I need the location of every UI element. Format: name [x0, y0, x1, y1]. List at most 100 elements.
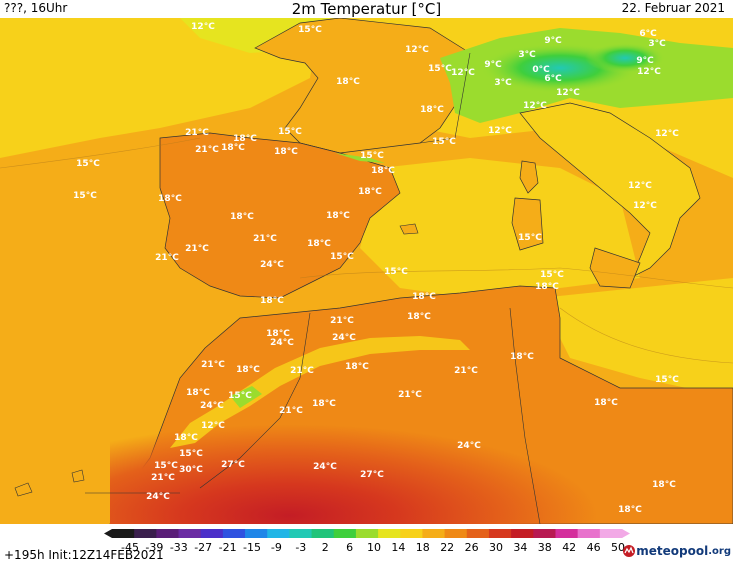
- temperature-label: 21°C: [398, 390, 422, 400]
- legend-swatch: [511, 529, 534, 538]
- meteopool-logo[interactable]: meteopool .org: [622, 544, 731, 558]
- temperature-label: 18°C: [221, 143, 245, 153]
- temperature-label: 12°C: [633, 201, 657, 211]
- temperature-label: 3°C: [494, 78, 512, 88]
- temperature-label: 15°C: [360, 151, 384, 161]
- sicily-land: [589, 247, 641, 289]
- temperature-label: 12°C: [628, 181, 652, 191]
- france-land: [254, 18, 471, 154]
- legend-swatch: [577, 529, 601, 538]
- border-line: [509, 307, 541, 524]
- temperature-label: 18°C: [618, 505, 642, 515]
- central-med: [360, 158, 640, 298]
- temperature-label: 12°C: [523, 101, 547, 111]
- temperature-label: 12°C: [488, 126, 512, 136]
- legend-tick-label: 18: [416, 541, 430, 554]
- legend-tick-label: 38: [538, 541, 552, 554]
- temperature-label: 18°C: [274, 147, 298, 157]
- temperature-label: 24°C: [200, 401, 224, 411]
- temperature-label: 18°C: [358, 187, 382, 197]
- temperature-label: 6°C: [639, 29, 657, 39]
- temperature-labels: 12°C 15°C12°C15°C 12°C18°C18°C 12°C12°C15°C…: [73, 22, 679, 515]
- temperature-label: 18°C: [326, 211, 350, 221]
- temperature-label: 21°C: [279, 406, 303, 416]
- temperature-label: 18°C: [307, 239, 331, 249]
- pyrenees-cool: [335, 153, 385, 163]
- temperature-label: 18°C: [510, 352, 534, 362]
- iberia-warm-core: [180, 188, 340, 278]
- legend-swatch: [599, 529, 623, 538]
- temperature-label: 6°C: [544, 74, 562, 84]
- temperature-label: 12°C: [637, 67, 661, 77]
- legend-tick-label: 50: [611, 541, 625, 554]
- temperature-label: 24°C: [260, 260, 284, 270]
- map-title: 2m Temperatur [°C]: [291, 0, 442, 18]
- temperature-label: 21°C: [454, 366, 478, 376]
- temperature-label: 18°C: [233, 134, 257, 144]
- color-legend: -45 -39 -33 -27 -21 -15 -9 -3 2 6 10 14 18 22 26 30 34 38…: [104, 529, 630, 554]
- legend-tick-label: -15: [243, 541, 261, 554]
- temperature-label: 12°C: [451, 68, 475, 78]
- legend-swatch: [378, 529, 401, 538]
- temperature-label: 18°C: [345, 362, 369, 372]
- temperature-label: 15°C: [76, 159, 100, 169]
- legend-tick-label: 42: [562, 541, 576, 554]
- legend-tick-label: 22: [440, 541, 454, 554]
- legend-swatch: [267, 529, 290, 538]
- temperature-label: 21°C: [330, 316, 354, 326]
- temperature-label: 9°C: [544, 36, 562, 46]
- temperature-label: 12°C: [405, 45, 429, 55]
- temperature-label: 15°C: [655, 375, 679, 385]
- temperature-map: 12°C 15°C12°C15°C 12°C18°C18°C 12°C12°C15°C…: [0, 18, 733, 524]
- legend-swatch: [289, 529, 313, 538]
- legend-tick-label: -39: [145, 541, 163, 554]
- legend-bar: [104, 529, 630, 538]
- temperature-label: 18°C: [371, 166, 395, 176]
- atlas-cold-peak: [230, 386, 262, 408]
- legend-tick-label: 6: [346, 541, 353, 554]
- temperature-label: 3°C: [518, 50, 536, 60]
- temperature-label: 18°C: [230, 212, 254, 222]
- corsica-land: [519, 160, 539, 194]
- temperature-label: 18°C: [535, 282, 559, 292]
- legend-swatch: [355, 529, 379, 538]
- legend-swatch: [488, 529, 512, 538]
- legend-swatch: [533, 529, 556, 538]
- temperature-label: 21°C: [253, 234, 277, 244]
- legend-tick-label: 26: [465, 541, 479, 554]
- legend-cap-right: [622, 529, 630, 538]
- legend-swatch: [112, 529, 135, 538]
- legend-swatch: [422, 529, 446, 538]
- isotherm-line: [0, 137, 201, 169]
- temperature-label: 27°C: [221, 460, 245, 470]
- temperature-label: 21°C: [185, 244, 209, 254]
- legend-swatch: [134, 529, 157, 538]
- temperature-label: 18°C: [594, 398, 618, 408]
- temperature-label: 18°C: [266, 329, 290, 339]
- canary-island: [14, 482, 33, 497]
- legend-swatch: [200, 529, 224, 538]
- temperature-label: 21°C: [151, 473, 175, 483]
- logo-tld: .org: [708, 545, 731, 557]
- legend-swatch: [555, 529, 579, 538]
- legend-swatch: [178, 529, 202, 538]
- temperature-label: 18°C: [336, 77, 360, 87]
- temperature-label: 15°C: [518, 233, 542, 243]
- temperature-label: 24°C: [146, 492, 170, 502]
- legend-tick-label: 30: [489, 541, 503, 554]
- legend-tick-label: -33: [170, 541, 188, 554]
- cool-atlantic: [0, 18, 320, 158]
- temperature-label: 24°C: [313, 462, 337, 472]
- legend-swatch: [444, 529, 468, 538]
- temperature-label: 18°C: [407, 312, 431, 322]
- legend-swatch: [156, 529, 180, 538]
- temperature-label: 18°C: [236, 365, 260, 375]
- temperature-label: 9°C: [484, 60, 502, 70]
- logo-icon: [623, 545, 636, 557]
- legend-swatch: [333, 529, 357, 538]
- temperature-label: 21°C: [185, 128, 209, 138]
- legend-swatch: [222, 529, 246, 538]
- temperature-label: 18°C: [412, 292, 436, 302]
- temperature-label: 9°C: [636, 56, 654, 66]
- temperature-label: 18°C: [186, 388, 210, 398]
